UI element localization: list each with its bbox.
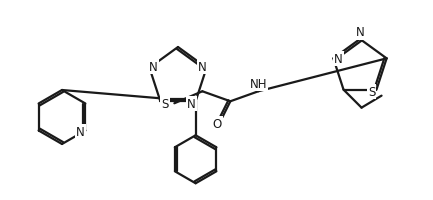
Text: N: N bbox=[355, 26, 365, 39]
Text: N: N bbox=[198, 61, 207, 74]
Text: O: O bbox=[213, 117, 222, 130]
Text: N: N bbox=[334, 53, 343, 66]
Text: S: S bbox=[368, 86, 375, 99]
Text: N: N bbox=[76, 125, 85, 138]
Text: N: N bbox=[149, 61, 158, 74]
Text: S: S bbox=[162, 97, 169, 110]
Text: NH: NH bbox=[249, 77, 267, 90]
Text: N: N bbox=[187, 97, 196, 110]
